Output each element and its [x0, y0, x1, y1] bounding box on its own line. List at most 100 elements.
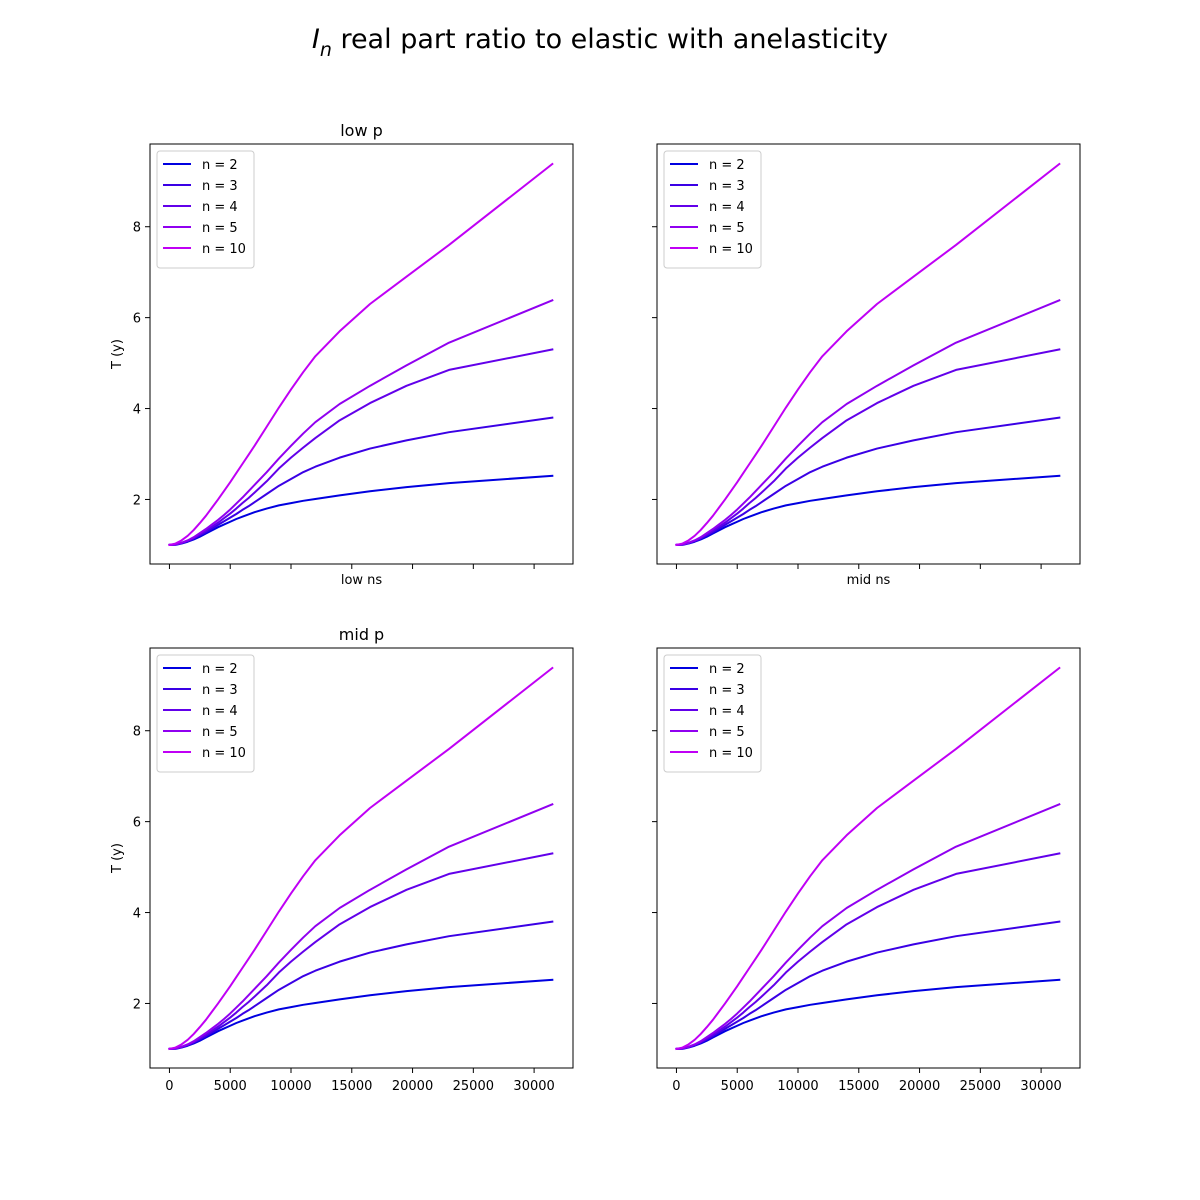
figure-title: In real part ratio to elastic with anela…	[312, 24, 888, 61]
subplot-grid: 2 4 6 8 low p low ns T (y) n = 2 n = 3 n = 4 n = 5…	[110, 121, 1081, 1094]
x-tick-label: 20000	[392, 1079, 433, 1094]
series-group	[675, 666, 1061, 1051]
y-tick-label: 6	[133, 312, 141, 327]
legend-label: n = 3	[709, 683, 745, 698]
legend-label: n = 10	[202, 746, 246, 761]
x-tick-label: 25000	[960, 1079, 1001, 1094]
figure-title-text: real part ratio to elastic with anelasti…	[332, 24, 888, 55]
legend-box	[663, 654, 762, 773]
series-group	[675, 162, 1061, 547]
subplot-title: low p	[340, 121, 383, 140]
legend: n = 2 n = 3 n = 4 n = 5 n = 10	[156, 654, 255, 773]
series-group	[168, 162, 554, 547]
x-tick-label: 30000	[1020, 1079, 1061, 1094]
x-tick-label: 5000	[214, 1079, 247, 1094]
y-axis-label: T (y)	[110, 843, 125, 874]
series-line-n-10	[168, 666, 554, 1051]
legend-item: n = 10	[163, 746, 246, 761]
x-tick-label: 20000	[899, 1079, 940, 1094]
legend-label: n = 4	[202, 200, 238, 215]
legend-label: n = 5	[202, 725, 238, 740]
legend-label: n = 5	[709, 725, 745, 740]
legend-item: n = 10	[670, 746, 753, 761]
series-line-n-10	[675, 666, 1061, 1051]
series-line-n-5	[675, 803, 1061, 1050]
y-tick-label: 2	[133, 997, 141, 1012]
legend-label: n = 10	[709, 746, 753, 761]
x-axis-label: mid ns	[847, 573, 891, 588]
legend-item: n = 5	[670, 725, 745, 740]
legend-item: n = 5	[670, 221, 745, 236]
y-tick-label: 2	[133, 493, 141, 508]
legend-item: n = 2	[670, 662, 745, 677]
subplot-title: mid p	[339, 625, 384, 644]
legend-label: n = 4	[709, 704, 745, 719]
x-tick-label: 15000	[331, 1079, 372, 1094]
legend-label: n = 3	[202, 683, 238, 698]
y-tick-label: 8	[133, 725, 141, 740]
series-line-n-10	[675, 162, 1061, 547]
legend-label: n = 2	[202, 662, 238, 677]
x-tick-label: 0	[672, 1079, 680, 1094]
subplot-3: 0 5000 10000 15000 20000 25000 30000 2 4 6 8 mid p T…	[110, 625, 574, 1094]
legend-item: n = 4	[163, 704, 238, 719]
x-tick-label: 25000	[453, 1079, 494, 1094]
legend-item: n = 3	[163, 179, 238, 194]
legend-label: n = 10	[202, 242, 246, 257]
legend-label: n = 2	[709, 662, 745, 677]
legend-label: n = 5	[202, 221, 238, 236]
plot-frame	[149, 647, 574, 1069]
y-tick-label: 4	[133, 907, 141, 922]
legend-item: n = 4	[670, 200, 745, 215]
x-axis-label: low ns	[341, 573, 383, 588]
legend-label: n = 4	[709, 200, 745, 215]
legend-item: n = 2	[163, 662, 238, 677]
x-tick-label: 0	[165, 1079, 173, 1094]
legend-label: n = 4	[202, 704, 238, 719]
legend-box	[156, 150, 255, 269]
legend-label: n = 2	[202, 158, 238, 173]
x-tick-label: 30000	[513, 1079, 554, 1094]
legend: n = 2 n = 3 n = 4 n = 5 n = 10	[663, 654, 762, 773]
x-tick-label: 10000	[270, 1079, 311, 1094]
series-line-n-5	[168, 299, 554, 546]
legend-box	[156, 654, 255, 773]
y-axis-label: T (y)	[110, 339, 125, 370]
series-line-n-5	[168, 803, 554, 1050]
legend-label: n = 5	[709, 221, 745, 236]
series-line-n-5	[675, 299, 1061, 546]
plot-frame	[656, 143, 1081, 565]
x-tick-label: 10000	[777, 1079, 818, 1094]
y-tick-label: 4	[133, 403, 141, 418]
legend-item: n = 10	[163, 242, 246, 257]
legend-label: n = 10	[709, 242, 753, 257]
y-tick-label: 8	[133, 221, 141, 236]
legend-item: n = 2	[670, 158, 745, 173]
figure-title-symbol: I	[312, 24, 320, 55]
plot-frame	[656, 647, 1081, 1069]
subplot-1: 2 4 6 8 low p low ns T (y) n = 2 n = 3 n = 4 n = 5…	[110, 121, 574, 588]
legend-item: n = 5	[163, 725, 238, 740]
legend-item: n = 2	[163, 158, 238, 173]
legend-item: n = 4	[163, 200, 238, 215]
legend-item: n = 3	[163, 683, 238, 698]
legend-item: n = 4	[670, 704, 745, 719]
legend-item: n = 5	[163, 221, 238, 236]
legend-item: n = 3	[670, 683, 745, 698]
series-line-n-10	[168, 162, 554, 547]
legend-item: n = 3	[670, 179, 745, 194]
subplot-2: mid ns n = 2 n = 3 n = 4 n = 5 n = 10	[652, 143, 1081, 588]
legend-label: n = 3	[202, 179, 238, 194]
x-tick-label: 5000	[721, 1079, 754, 1094]
figure-title-subscript: n	[320, 39, 332, 61]
plot-frame	[149, 143, 574, 565]
legend-label: n = 3	[709, 179, 745, 194]
subplot-4: 0 5000 10000 15000 20000 25000 30000 n = 2 n = 3…	[652, 647, 1081, 1094]
legend: n = 2 n = 3 n = 4 n = 5 n = 10	[156, 150, 255, 269]
legend-box	[663, 150, 762, 269]
legend-item: n = 10	[670, 242, 753, 257]
y-tick-label: 6	[133, 816, 141, 831]
legend-label: n = 2	[709, 158, 745, 173]
x-tick-label: 15000	[838, 1079, 879, 1094]
